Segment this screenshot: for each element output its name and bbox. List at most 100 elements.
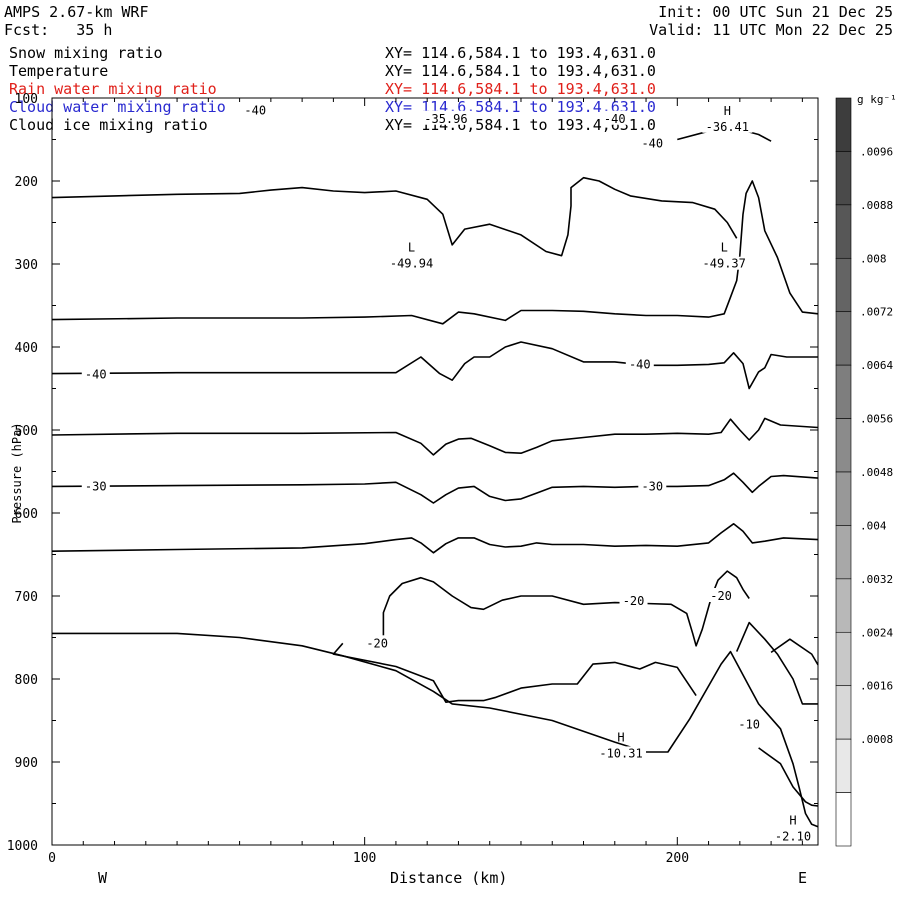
y-axis-label: Pressure (hPa) [10, 422, 24, 524]
colorbar-swatch [835, 525, 852, 580]
isotherm-line [332, 642, 697, 703]
y-tick-label: 1000 [7, 839, 38, 854]
init-time: Init: 00 UTC Sun 21 Dec 25 [658, 3, 893, 21]
isotherm-line [770, 638, 819, 666]
colorbar-swatch [835, 792, 852, 847]
isotherm-line [735, 621, 818, 705]
contour-label-bg [600, 110, 629, 125]
isotherm-lines [51, 128, 819, 828]
x-tick-label: 100 [353, 851, 376, 866]
extremum-kind: H [789, 813, 796, 827]
y-tick-label: 500 [15, 424, 38, 439]
isotherm-line [51, 417, 819, 456]
contour-label-bg [419, 110, 472, 125]
field-xy-range: XY= 114.6,584.1 to 193.4,631.0 [385, 80, 656, 98]
contour-label-bg [81, 366, 110, 381]
field-xy-range: XY= 114.6,584.1 to 193.4,631.0 [385, 44, 656, 62]
field-name: Rain water mixing ratio [9, 80, 217, 98]
colorbar-tick-label: .0088 [860, 199, 893, 212]
x-tick-label: 0 [48, 851, 56, 866]
isotherm-line [51, 523, 819, 554]
extremum-value: -10.31 [599, 746, 642, 760]
colorbar-tick-label: .008 [860, 252, 887, 265]
axis-ticks: 100 200 300 400 500 600 700 800 900 1000 0 100 200 [7, 92, 818, 866]
extremum-label-bg [386, 256, 437, 270]
colorbar-swatch [835, 257, 852, 313]
y-tick-label: 100 [15, 92, 38, 107]
contour-label-bg [735, 716, 764, 731]
contour-label-bg [638, 135, 667, 150]
y-tick-label: 900 [15, 756, 38, 771]
colorbar-tick-label: .0064 [860, 359, 893, 372]
extremum-kind: L [721, 241, 728, 255]
field-name: Cloud water mixing ratio [9, 98, 226, 116]
isotherm-line [52, 632, 819, 828]
model-title: AMPS 2.67-km WRF [4, 3, 149, 21]
extremum-value: -2.10 [775, 829, 811, 843]
colorbar-swatch [835, 364, 852, 419]
colorbar-tick-label: .0008 [860, 733, 893, 746]
contour-label: -10 [738, 718, 760, 732]
extremum-label-bg [699, 256, 750, 270]
colorbar: .0096 .0088 .008 .0072 .0064 .0056 .0048 .004 .0… [835, 93, 897, 847]
y-tick-label: 400 [15, 341, 38, 356]
extremum-kind: H [724, 104, 731, 118]
colorbar-tick-label: .0072 [860, 306, 893, 319]
colorbar-swatch [835, 204, 852, 259]
valid-time: Valid: 11 UTC Mon 22 Dec 25 [649, 21, 893, 39]
contour-label-bg [619, 592, 648, 607]
plot-frame [51, 97, 819, 846]
colorbar-unit: g kg⁻¹ [857, 93, 897, 106]
colorbar-tick-label: .0096 [860, 145, 893, 158]
contour-label: -40 [85, 367, 107, 381]
isotherm-line [758, 747, 819, 807]
contour-label-bg [81, 478, 110, 493]
colorbar-tick-label: .0056 [860, 413, 893, 426]
contour-label-bg [241, 102, 270, 117]
extremum-label-bg [771, 829, 814, 843]
field-name: Snow mixing ratio [9, 44, 163, 62]
contour-label: -20 [623, 594, 645, 608]
contour-label-bg [638, 478, 667, 493]
contour-label: -30 [85, 479, 107, 493]
colorbar-tick-label: .0016 [860, 680, 893, 693]
extremum-value: -36.41 [706, 120, 749, 134]
colorbar-swatch [835, 311, 852, 366]
extremum-kind: H [617, 730, 624, 744]
contour-label-bg [363, 635, 392, 650]
x-axis-label: Distance (km) [390, 869, 508, 887]
colorbar-swatch [835, 418, 852, 473]
contour-label-bg [625, 356, 654, 371]
extremum-kind: L [408, 241, 415, 255]
extremum-value: -49.37 [703, 257, 746, 271]
colorbar-swatch [835, 471, 852, 526]
colorbar-tick-label: .0032 [860, 573, 893, 586]
colorbar-tick-label: .0048 [860, 466, 893, 479]
extremum-label-bg [702, 119, 753, 133]
y-tick-label: 600 [15, 507, 38, 522]
contour-label: -30 [641, 479, 663, 493]
isotherm-line [51, 180, 819, 325]
contour-label: -20 [710, 589, 732, 603]
field-name: Temperature [9, 62, 109, 80]
y-tick-label: 700 [15, 590, 38, 605]
chart-axes [51, 97, 819, 846]
contour-label: -40 [244, 103, 266, 117]
isotherm-line [382, 570, 750, 647]
extremum-value: -49.94 [390, 257, 433, 271]
isotherm-line [51, 341, 818, 390]
colorbar-swatch [835, 578, 852, 633]
x-tick-label: 200 [666, 851, 689, 866]
contour-label: -35.96 [424, 112, 467, 126]
contour-labels: -40 -35.96 -40 -40 -40 -40 -30 -30 -20 -20 -20 -10 H… [81, 102, 814, 843]
isotherm-line [51, 472, 819, 504]
forecast-hour: Fcst: 35 h [4, 21, 113, 39]
contour-label: -20 [366, 636, 388, 650]
x-axis-left-end-label: W [98, 869, 108, 887]
contour-label: -40 [604, 112, 626, 126]
colorbar-tick-label: .0024 [860, 626, 893, 639]
isotherm-line [51, 176, 738, 257]
contour-label: -40 [641, 137, 663, 151]
contour-label: -40 [629, 357, 651, 371]
